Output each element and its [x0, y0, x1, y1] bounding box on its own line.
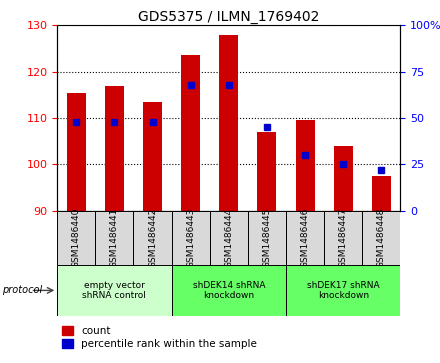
Text: GSM1486442: GSM1486442 — [148, 208, 157, 268]
Bar — [219, 34, 238, 211]
Bar — [286, 211, 324, 265]
Bar — [296, 120, 315, 211]
Bar — [286, 265, 400, 316]
Text: empty vector
shRNA control: empty vector shRNA control — [82, 281, 147, 300]
Bar — [248, 211, 286, 265]
Title: GDS5375 / ILMN_1769402: GDS5375 / ILMN_1769402 — [138, 11, 319, 24]
Bar — [372, 176, 391, 211]
Text: GSM1486445: GSM1486445 — [262, 208, 271, 268]
Bar — [172, 265, 286, 316]
Text: shDEK14 shRNA
knockdown: shDEK14 shRNA knockdown — [193, 281, 265, 300]
Bar — [210, 211, 248, 265]
Bar — [105, 86, 124, 211]
Bar — [324, 211, 362, 265]
Text: GSM1486446: GSM1486446 — [301, 208, 310, 268]
Bar — [181, 56, 200, 211]
Text: GSM1486443: GSM1486443 — [186, 208, 195, 268]
Bar — [334, 146, 353, 211]
Text: shDEK17 shRNA
knockdown: shDEK17 shRNA knockdown — [307, 281, 380, 300]
Bar — [257, 132, 276, 211]
Text: protocol: protocol — [2, 285, 42, 295]
Bar — [172, 211, 210, 265]
Text: GSM1486444: GSM1486444 — [224, 208, 233, 268]
Text: GSM1486448: GSM1486448 — [377, 208, 386, 268]
Text: GSM1486441: GSM1486441 — [110, 208, 119, 268]
Text: GSM1486440: GSM1486440 — [72, 208, 81, 268]
Bar — [133, 211, 172, 265]
Bar — [57, 265, 172, 316]
Bar — [95, 211, 133, 265]
Bar — [57, 211, 95, 265]
Bar — [362, 211, 400, 265]
Bar — [67, 93, 86, 211]
Bar — [143, 102, 162, 211]
Text: GSM1486447: GSM1486447 — [339, 208, 348, 268]
Legend: count, percentile rank within the sample: count, percentile rank within the sample — [62, 326, 257, 349]
